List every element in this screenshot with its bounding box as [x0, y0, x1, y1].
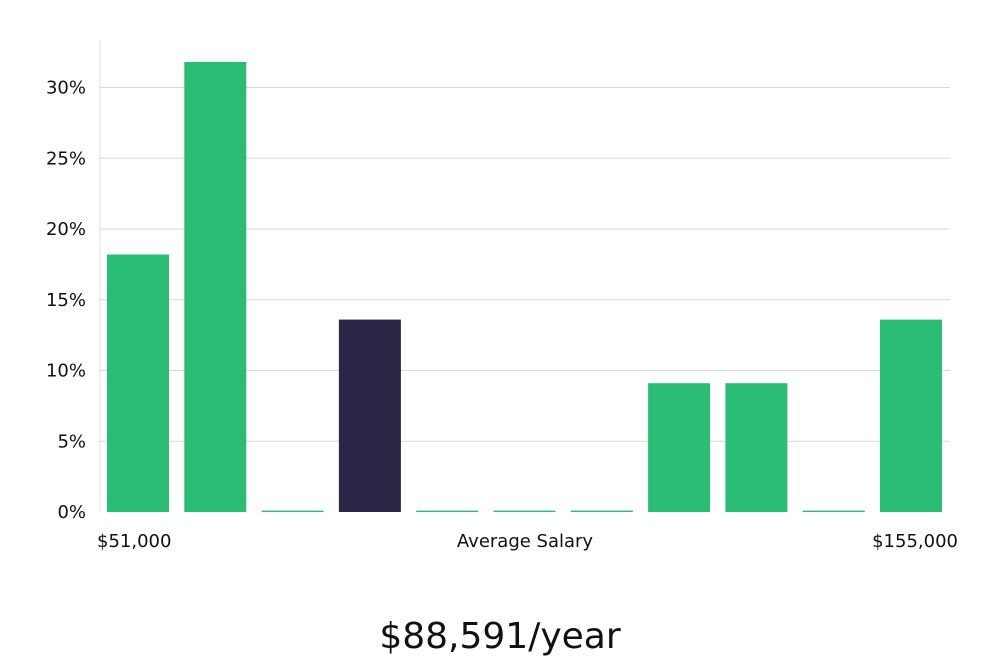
bar	[880, 319, 942, 512]
y-tick-labels: 0% 5% 10% 15% 20% 25% 30%	[46, 78, 86, 524]
bar-highlighted	[338, 319, 401, 512]
bar	[261, 510, 324, 512]
x-axis-label: Average Salary	[457, 531, 594, 552]
y-tick-label: 25%	[46, 148, 86, 169]
y-tick-label: 5%	[57, 431, 86, 452]
bar	[802, 510, 865, 512]
y-tick-label: 0%	[57, 502, 86, 523]
bar	[648, 383, 711, 512]
bar	[493, 510, 556, 512]
x-min-label: $51,000	[97, 531, 171, 552]
bar	[416, 510, 479, 512]
salary-headline: $88,591/year	[379, 616, 621, 657]
x-max-label: $155,000	[872, 531, 958, 552]
y-tick-label: 15%	[46, 290, 86, 311]
bar	[184, 62, 247, 512]
bar	[570, 510, 633, 512]
bar	[725, 383, 788, 512]
y-tick-label: 10%	[46, 361, 86, 382]
y-tick-label: 20%	[46, 219, 86, 240]
bar	[107, 254, 169, 512]
y-tick-label: 30%	[46, 78, 86, 99]
bars	[107, 62, 942, 512]
